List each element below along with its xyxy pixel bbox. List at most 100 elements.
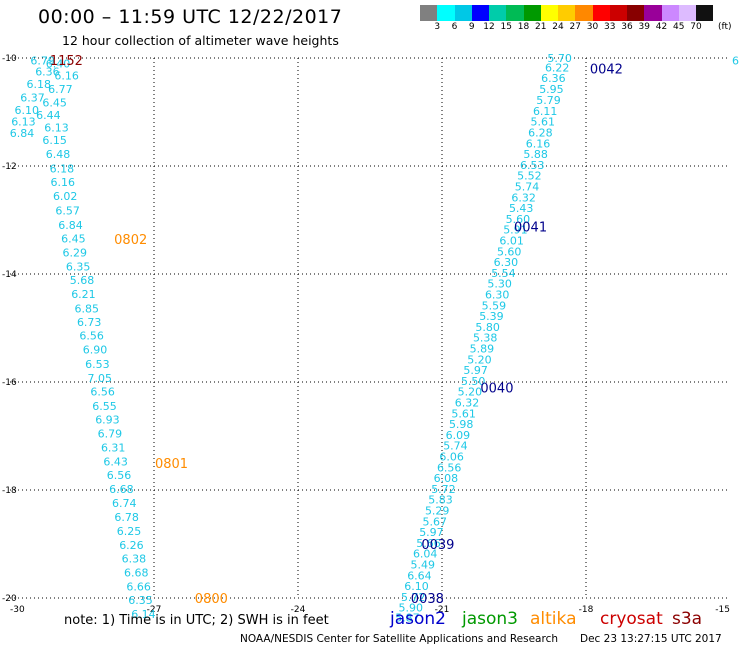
wave-height-value: 6.35 <box>66 260 91 273</box>
satellite-s3a: s3a <box>672 609 703 629</box>
wave-height-value: 5.49 <box>411 559 436 572</box>
wave-height-value: 6.40 <box>46 57 71 70</box>
wave-height-value: 5.80 <box>475 321 500 334</box>
wave-height-value: 6.31 <box>101 441 126 454</box>
legend-label: 24 <box>552 22 564 32</box>
wave-height-value: 6.66 <box>126 581 151 594</box>
wave-height-value: 6.55 <box>92 400 117 413</box>
wave-height-value: 6.64 <box>407 569 432 582</box>
wave-height-value: 6.45 <box>42 96 67 109</box>
pass-time-label: 1152 <box>50 54 83 69</box>
legend-unit: (ft) <box>718 22 732 32</box>
y-tick-label: -12 <box>2 162 17 172</box>
y-tick-label: -14 <box>2 270 17 280</box>
wave-height-value: 6.04 <box>413 548 438 561</box>
satellite-cryosat: cryosat <box>600 609 663 629</box>
wave-height-value: 5.74 <box>515 181 540 194</box>
legend-label: 6 <box>451 22 458 32</box>
wave-height-value: 6.44 <box>36 109 61 122</box>
legend-label: 12 <box>483 22 495 32</box>
pass-time-label: 0042 <box>590 62 623 77</box>
wave-height-value: 5.90 <box>399 602 424 615</box>
legend-label: 45 <box>673 22 685 32</box>
wave-height-value: 6.56 <box>107 469 132 482</box>
wave-height-value: 5.59 <box>482 299 507 312</box>
legend-swatch <box>420 5 438 21</box>
wave-height-value: 6.11 <box>533 105 558 118</box>
wave-height-value: 6.36 <box>35 66 60 79</box>
footer-note: note: 1) Time is in UTC; 2) SWH is in fe… <box>64 613 329 628</box>
legend-labels: 3 6 9 12 15 18 21 24 27 30 33 36 39 42 45 70 <box>420 22 730 36</box>
wave-height-value: 6.18 <box>50 163 75 176</box>
wave-height-value: 6.16 <box>54 69 79 82</box>
wave-height-value: 6.18 <box>27 78 52 91</box>
wave-height-value: 6.02 <box>53 190 78 203</box>
satellite-jason2: jason2 <box>390 609 446 629</box>
wave-height-value: 6.93 <box>95 413 120 426</box>
pass-time-label: 0802 <box>114 233 147 248</box>
legend-swatch <box>540 5 558 21</box>
wave-height-value: 6.10 <box>15 104 40 117</box>
wave-height-value: 6.13 <box>11 116 36 129</box>
y-tick-label: -16 <box>2 378 17 388</box>
legend-swatch <box>523 5 541 21</box>
wave-height-value: 6.78 <box>114 511 139 524</box>
wave-height-value: 6.68 <box>124 567 149 580</box>
wave-height-value: 6.21 <box>71 288 96 301</box>
wave-height-value: 6.84 <box>58 219 83 232</box>
x-tick-label: -30 <box>10 605 25 615</box>
wave-height-value: 6.28 <box>528 127 553 140</box>
x-tick-label: -15 <box>715 605 730 615</box>
wave-height-value: 5.68 <box>70 274 95 287</box>
wave-height-value: 6.74 <box>112 497 137 510</box>
wave-height-value: 6.32 <box>455 397 480 410</box>
legend-label: 3 <box>434 22 441 32</box>
y-tick-label: -10 <box>2 54 17 64</box>
wave-height-value: 5.97 <box>419 526 444 539</box>
legend-swatch <box>575 5 593 21</box>
wave-height-value: 5.29 <box>425 505 450 518</box>
wave-height-value: 6.79 <box>30 55 55 68</box>
wave-height-value: 7.05 <box>88 372 113 385</box>
wave-height-value: 5.72 <box>401 591 426 604</box>
wave-height-value: 5.87 <box>395 611 420 624</box>
wave-height-value: 5.74 <box>443 440 468 453</box>
wave-height-value: 6.79 <box>98 427 123 440</box>
wave-height-value: 6.84 <box>10 127 35 140</box>
legend-swatch <box>609 5 627 21</box>
wave-height-value: 6.57 <box>55 204 80 217</box>
map-title: 00:00 – 11:59 UTC 12/22/2017 <box>38 6 343 28</box>
legend-label: 30 <box>586 22 599 32</box>
wave-height-value: 6.73 <box>77 316 102 329</box>
wave-height-value: 5.97 <box>463 364 488 377</box>
legend-swatch <box>644 5 662 21</box>
wave-height-value: 6.14 <box>131 608 156 621</box>
legend-label: 15 <box>500 22 512 32</box>
pass-time-label: 0040 <box>480 381 513 396</box>
wave-height-value: 6.35 <box>128 594 153 607</box>
wave-height-value: 6.77 <box>48 83 73 96</box>
wave-height-value: 6.38 <box>122 553 147 566</box>
wave-height-value: 6.30 <box>485 289 510 302</box>
wave-height-value: 6.45 <box>61 232 86 245</box>
wave-height-value: 6.29 <box>63 246 88 259</box>
wave-height-value: 6.10 <box>404 580 429 593</box>
wave-height-value: 5.67 <box>423 515 448 528</box>
legend-swatch <box>506 5 524 21</box>
x-tick-label: -18 <box>579 605 594 615</box>
wave-height-value: 6.26 <box>119 539 144 552</box>
legend-label: 27 <box>569 22 581 32</box>
wave-height-value: 5.38 <box>473 332 498 345</box>
wave-height-value: 6.13 <box>44 122 69 135</box>
wave-height-value: 6.43 <box>103 455 128 468</box>
wave-height-value: 5.72 <box>431 483 456 496</box>
legend-label: 36 <box>621 22 633 32</box>
wave-height-value: 6 <box>732 55 739 68</box>
footer-credit: NOAA/NESDIS Center for Satellite Applica… <box>240 633 558 645</box>
legend-label: 21 <box>535 22 547 32</box>
wave-height-value: 6.01 <box>499 235 524 248</box>
wave-height-value: 5.91 <box>503 224 528 237</box>
wave-height-value: 6.15 <box>42 134 67 147</box>
wave-height-value: 6.08 <box>434 472 459 485</box>
